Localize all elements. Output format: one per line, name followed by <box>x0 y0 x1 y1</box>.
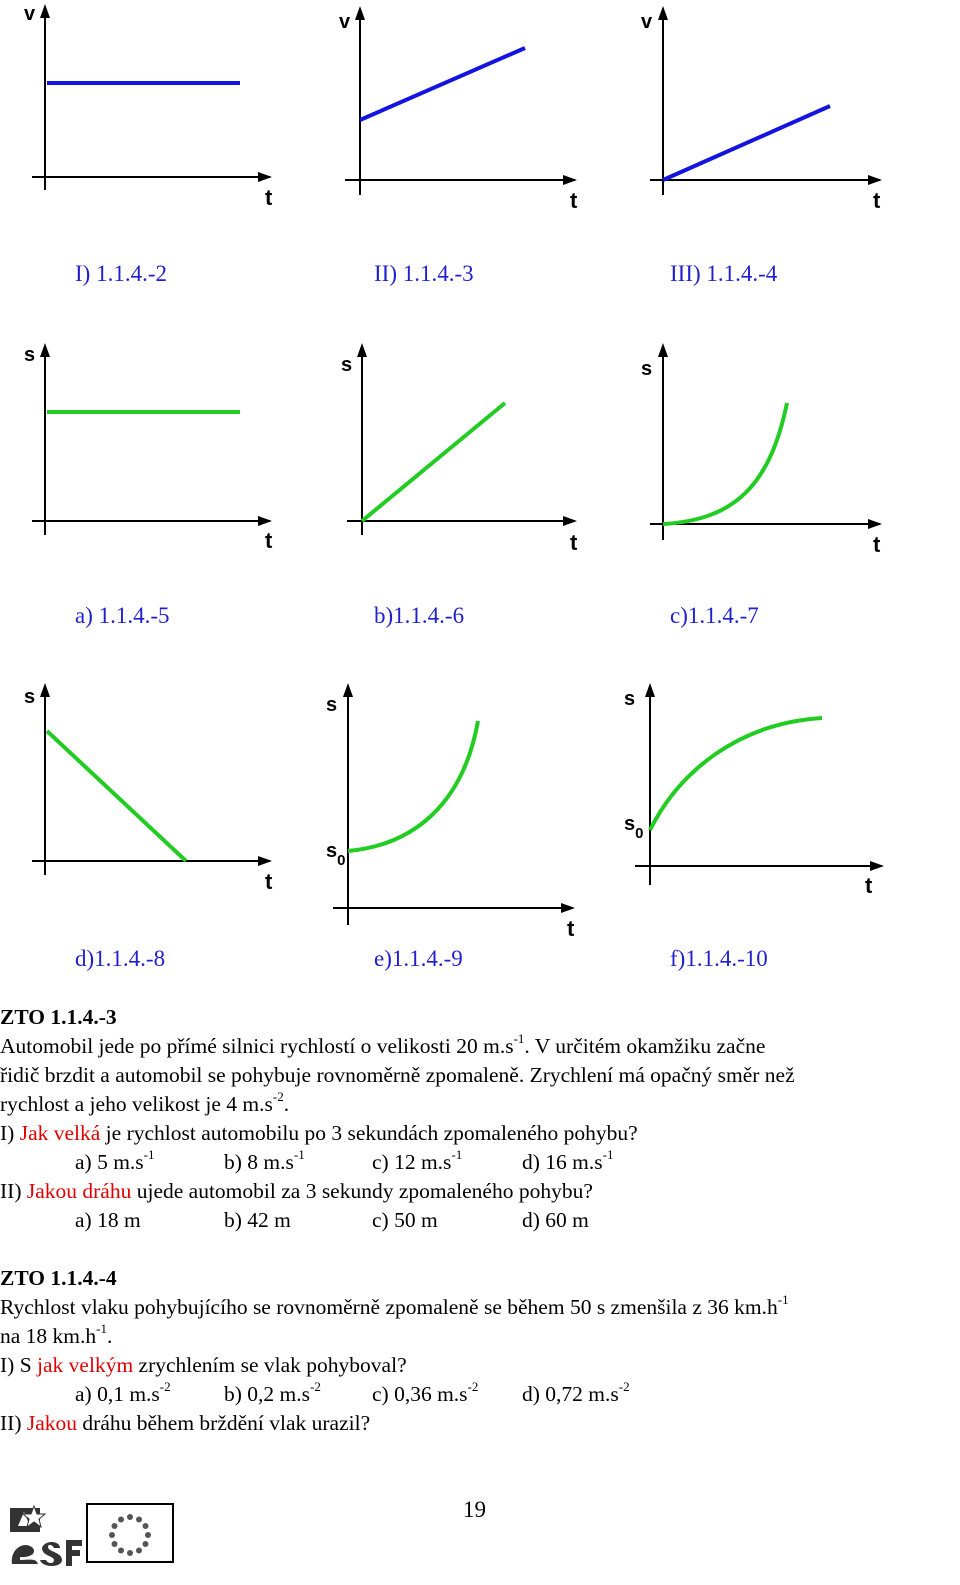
answer-option-c[interactable]: c) 50 m <box>372 1208 438 1232</box>
graph-1-1-4-5: s t <box>0 335 290 555</box>
distance-graph-linear: s t <box>341 343 578 555</box>
answer-option-a[interactable]: a) 0,1 m.s-2 <box>75 1378 171 1406</box>
axis-label-t: t <box>570 188 578 213</box>
caption-1-1-4-7: c)1.1.4.-7 <box>670 603 759 628</box>
answer-options: a) 0,1 m.s-2 b) 0,2 m.s-2 c) 0,36 m.s-2 … <box>0 1378 960 1410</box>
distance-graph-parabola-offset: s s0 t <box>326 683 575 941</box>
question-1: I) S jak velkým zrychlením se vlak pohyb… <box>0 1353 407 1377</box>
axis-label-v: v <box>641 11 653 33</box>
answer-option-d[interactable]: d) 0,72 m.s-2 <box>522 1378 630 1406</box>
question-2: II) Jakou dráhu během brždění vlak urazi… <box>0 1411 371 1435</box>
axis-label-t: t <box>873 532 881 557</box>
axis-label-s: s <box>326 694 337 716</box>
caption-1-1-4-3: II) 1.1.4.-3 <box>374 261 474 286</box>
caption-1-1-4-4: III) 1.1.4.-4 <box>670 261 778 286</box>
question-keyword: Jakou <box>26 1411 78 1435</box>
axis-label-s: s <box>624 688 635 710</box>
answer-option-a[interactable]: a) 5 m.s-1 <box>75 1146 155 1174</box>
velocity-graph-constant: v t <box>24 3 273 210</box>
axis-label-s: s <box>641 358 652 380</box>
answer-option-b[interactable]: b) 42 m <box>224 1208 291 1232</box>
exercise-heading-zto-4: ZTO 1.1.4.-4 <box>0 1266 117 1290</box>
graph-1-1-4-2: v t <box>0 0 290 220</box>
answer-option-c[interactable]: c) 12 m.s-1 <box>372 1146 463 1174</box>
axis-label-t: t <box>265 869 273 894</box>
question-keyword: jak velkým <box>37 1353 134 1377</box>
graph-1-1-4-7: s t <box>635 335 925 557</box>
answer-option-b[interactable]: b) 0,2 m.s-2 <box>224 1378 321 1406</box>
question-2: II) Jakou dráhu ujede automobil za 3 sek… <box>0 1179 593 1203</box>
answer-option-d[interactable]: d) 16 m.s-1 <box>522 1146 614 1174</box>
graph-1-1-4-6: s t <box>330 335 620 555</box>
caption-1-1-4-2: I) 1.1.4.-2 <box>75 261 167 286</box>
distance-graph-constant: s t <box>24 343 273 553</box>
exercise-text-line: na 18 km.h-1. <box>0 1320 113 1348</box>
caption-1-1-4-10: f)1.1.4.-10 <box>670 946 768 971</box>
question-keyword: Jak velká <box>19 1121 101 1145</box>
exercise-text-line: rychlost a jeho velikost je 4 m.s-2. <box>0 1088 290 1116</box>
exercise-text-line: Rychlost vlaku pohybujícího se rovnoměrn… <box>0 1291 789 1319</box>
answer-options: a) 18 m b) 42 m c) 50 m d) 60 m <box>0 1208 960 1236</box>
page-number: 19 <box>463 1497 486 1522</box>
esf-logo <box>8 1500 88 1573</box>
distance-graph-decelerating: s s0 t <box>624 683 884 898</box>
answer-options: a) 5 m.s-1 b) 8 m.s-1 c) 12 m.s-1 d) 16 … <box>0 1146 960 1178</box>
caption-1-1-4-6: b)1.1.4.-6 <box>374 603 465 628</box>
axis-label-t: t <box>570 530 578 555</box>
axis-label-s: s <box>24 344 35 366</box>
answer-option-c[interactable]: c) 0,36 m.s-2 <box>372 1378 479 1406</box>
esf-logo-icon <box>8 1500 88 1568</box>
caption-1-1-4-9: e)1.1.4.-9 <box>374 946 463 971</box>
exercise-heading-zto-3: ZTO 1.1.4.-3 <box>0 1005 117 1029</box>
axis-label-t: t <box>567 916 575 941</box>
velocity-graph-linear: v t <box>339 6 578 213</box>
exercise-text-line: Automobil jede po přímé silnici rychlost… <box>0 1030 766 1058</box>
velocity-graph-origin: v t <box>641 6 882 213</box>
axis-label-v: v <box>339 11 351 33</box>
eu-logo <box>86 1503 176 1570</box>
question-1: I) Jak velká je rychlost automobilu po 3… <box>0 1121 638 1145</box>
axis-label-t: t <box>265 185 273 210</box>
graph-1-1-4-4: v t <box>635 0 925 220</box>
answer-option-a[interactable]: a) 18 m <box>75 1208 141 1232</box>
answer-option-d[interactable]: d) 60 m <box>522 1208 589 1232</box>
graph-1-1-4-10: s s0 t <box>620 675 920 905</box>
eu-flag-icon <box>86 1503 174 1563</box>
caption-1-1-4-8: d)1.1.4.-8 <box>75 946 166 971</box>
axis-label-s0: s0 <box>326 840 345 869</box>
axis-label-t: t <box>265 528 273 553</box>
caption-1-1-4-5: a) 1.1.4.-5 <box>75 603 170 628</box>
axis-label-t: t <box>865 873 873 898</box>
answer-option-b[interactable]: b) 8 m.s-1 <box>224 1146 305 1174</box>
axis-label-s: s <box>24 686 35 708</box>
axis-label-s: s <box>341 354 352 376</box>
graph-1-1-4-3: v t <box>330 0 620 220</box>
distance-graph-parabola: s t <box>641 343 882 557</box>
axis-label-t: t <box>873 188 881 213</box>
exercise-text-line: řidič brzdit a automobil se pohybuje rov… <box>0 1063 795 1087</box>
question-keyword: Jakou dráhu <box>26 1179 132 1203</box>
axis-label-s0: s0 <box>624 813 643 842</box>
graph-1-1-4-9: s s0 t <box>318 675 618 945</box>
graph-1-1-4-8: s t <box>0 675 290 905</box>
distance-graph-decreasing: s t <box>24 683 273 894</box>
axis-label-v: v <box>24 3 36 25</box>
